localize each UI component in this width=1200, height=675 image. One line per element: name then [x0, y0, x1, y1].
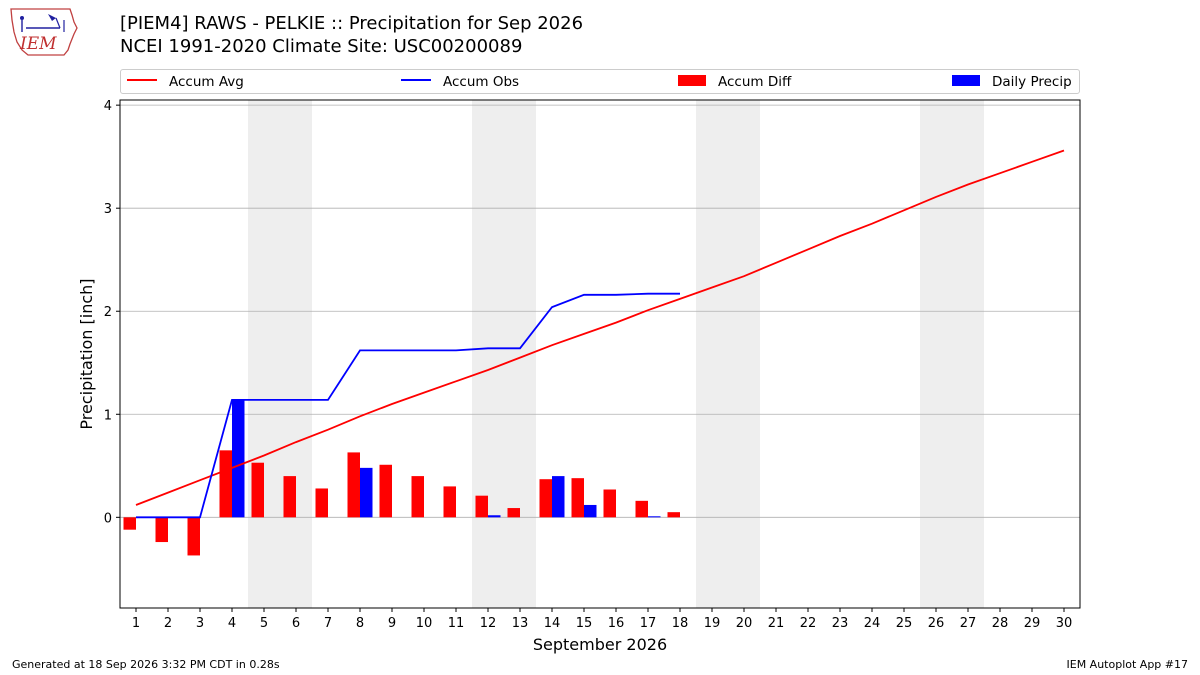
- plot-frame: [119, 99, 1081, 609]
- weekend-shade-1: [472, 100, 536, 608]
- legend-swatch-daily-precip: [952, 74, 980, 86]
- bar-accum-diff-10: [411, 476, 424, 518]
- y-tick-label-0: 0: [104, 511, 112, 526]
- bar-daily-precip-15: [584, 504, 597, 518]
- x-tick-label-25: 25: [896, 616, 913, 631]
- x-tick-label-14: 14: [544, 616, 561, 631]
- x-tick-label-1: 1: [132, 616, 140, 631]
- iem-logo: IEM: [8, 6, 80, 58]
- x-tick-label-4: 4: [228, 616, 236, 631]
- x-tick-label-6: 6: [292, 616, 300, 631]
- weekend-shade-0: [248, 100, 312, 608]
- bar-accum-diff-4: [219, 450, 232, 518]
- legend-label-accum-avg: Accum Avg: [169, 74, 244, 90]
- weekend-shade-3: [920, 100, 984, 608]
- weekend-shade-2: [696, 100, 760, 608]
- x-tick-label-2: 2: [164, 616, 172, 631]
- x-tick-label-19: 19: [704, 616, 721, 631]
- legend-swatch-accum-diff: [678, 74, 706, 86]
- x-tick-label-12: 12: [480, 616, 497, 631]
- app-credit: IEM Autoplot App #17: [1066, 658, 1189, 671]
- bar-accum-diff-12: [475, 495, 488, 518]
- line-accum-avg: [135, 149, 1065, 506]
- chart-title: [PIEM4] RAWS - PELKIE :: Precipitation f…: [120, 13, 584, 34]
- bar-accum-diff-9: [379, 464, 392, 518]
- x-tick-label-7: 7: [324, 616, 332, 631]
- bar-accum-diff-5: [251, 462, 264, 518]
- bar-daily-precip-14: [552, 476, 565, 518]
- y-tick-label-1: 1: [104, 408, 112, 423]
- x-tick-label-26: 26: [928, 616, 945, 631]
- y-axis-label: Precipitation [inch]: [77, 278, 96, 429]
- legend-item-accum-avg: Accum Avg: [127, 74, 244, 90]
- x-tick-label-20: 20: [736, 616, 753, 631]
- x-tick-label-18: 18: [672, 616, 689, 631]
- bar-accum-diff-7: [315, 488, 328, 518]
- line-accum-obs: [136, 292, 680, 519]
- x-tick-label-21: 21: [768, 616, 785, 631]
- generated-timestamp: Generated at 18 Sep 2026 3:32 PM CDT in …: [12, 658, 280, 671]
- x-tick-label-17: 17: [640, 616, 657, 631]
- x-tick-label-24: 24: [864, 616, 881, 631]
- x-tick-label-13: 13: [512, 616, 529, 631]
- chart-subtitle: NCEI 1991-2020 Climate Site: USC00200089: [120, 36, 523, 57]
- x-tick-label-28: 28: [992, 616, 1009, 631]
- bar-accum-diff-15: [571, 478, 584, 518]
- chart-legend: Accum Avg Accum Obs Accum Diff Daily Pre…: [120, 69, 1080, 94]
- x-tick-label-29: 29: [1024, 616, 1041, 631]
- bar-accum-diff-2: [155, 517, 168, 543]
- bar-accum-diff-16: [603, 489, 616, 518]
- legend-item-accum-diff: Accum Diff: [678, 74, 791, 90]
- legend-label-daily-precip: Daily Precip: [992, 74, 1072, 90]
- legend-swatch-accum-avg: [127, 79, 157, 81]
- legend-swatch-accum-obs: [401, 79, 431, 81]
- bar-daily-precip-4: [232, 399, 245, 518]
- legend-label-accum-diff: Accum Diff: [718, 74, 792, 90]
- y-tick-label-3: 3: [104, 202, 112, 217]
- bar-accum-diff-13: [507, 508, 520, 518]
- x-tick-label-10: 10: [416, 616, 433, 631]
- x-axis-label: September 2026: [533, 635, 667, 654]
- bar-accum-diff-18: [667, 512, 680, 518]
- x-tick-label-22: 22: [800, 616, 817, 631]
- legend-label-accum-obs: Accum Obs: [443, 74, 520, 90]
- legend-item-accum-obs: Accum Obs: [401, 74, 519, 90]
- bar-daily-precip-12: [488, 515, 501, 518]
- x-tick-label-23: 23: [832, 616, 849, 631]
- bar-daily-precip-17: [648, 516, 661, 518]
- x-tick-label-15: 15: [576, 616, 593, 631]
- bar-daily-precip-8: [360, 467, 373, 518]
- iem-logo-graphic: [10, 8, 78, 56]
- bar-accum-diff-3: [187, 517, 200, 556]
- legend-item-daily-precip: Daily Precip: [952, 74, 1072, 90]
- x-tick-label-3: 3: [196, 616, 204, 631]
- x-tick-label-30: 30: [1056, 616, 1073, 631]
- bar-accum-diff-17: [635, 500, 648, 518]
- bar-accum-diff-6: [283, 476, 296, 518]
- x-tick-label-11: 11: [448, 616, 465, 631]
- y-tick-label-2: 2: [104, 305, 112, 320]
- logo-text: IEM: [20, 34, 57, 54]
- x-tick-label-9: 9: [388, 616, 396, 631]
- x-tick-label-5: 5: [260, 616, 268, 631]
- x-tick-label-27: 27: [960, 616, 977, 631]
- y-tick-label-4: 4: [104, 99, 112, 114]
- x-tick-label-16: 16: [608, 616, 625, 631]
- bar-accum-diff-11: [443, 486, 456, 518]
- bar-accum-diff-8: [347, 452, 360, 518]
- chart-title-block: [PIEM4] RAWS - PELKIE :: Precipitation f…: [120, 12, 583, 58]
- x-tick-label-8: 8: [356, 616, 364, 631]
- bar-accum-diff-1: [123, 517, 136, 530]
- bar-accum-diff-14: [539, 479, 552, 518]
